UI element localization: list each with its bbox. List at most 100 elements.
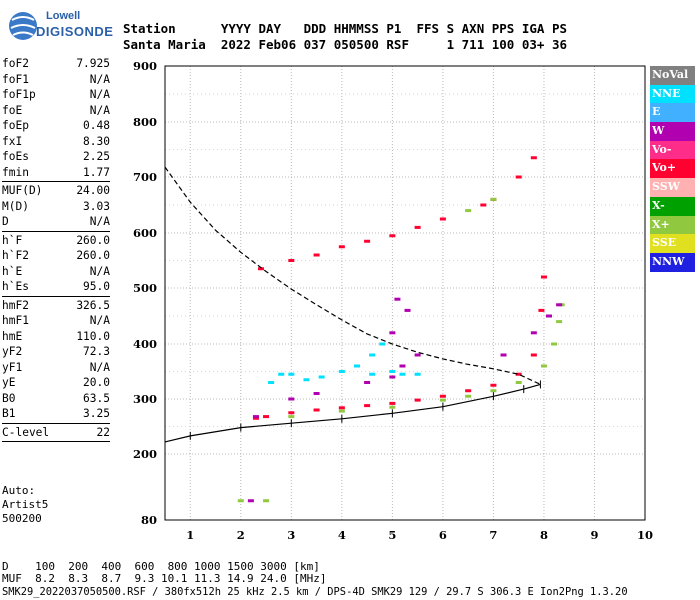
- param-row: hmF1 N/A: [2, 313, 110, 329]
- data-point-nne: [399, 372, 406, 376]
- footer-file-row: SMK29_2022037050500.RSF / 380fx512h 25 k…: [2, 586, 628, 598]
- data-point-nne: [288, 372, 295, 376]
- data-point-xplus: [551, 342, 558, 346]
- param-name: hmE: [2, 329, 23, 343]
- param-name: D: [2, 215, 9, 228]
- data-point-xplus: [389, 405, 396, 409]
- param-name: yF1: [2, 360, 23, 374]
- data-point-xplus: [515, 381, 522, 384]
- data-point-nne: [338, 370, 345, 373]
- param-value: 20.0: [83, 376, 110, 389]
- data-point-w: [546, 314, 552, 318]
- polarization-legend: NoVal NNE E W Vo- Vo+ SSW X- X+ SSE NNW: [650, 66, 695, 272]
- param-value: 260.0: [76, 249, 110, 262]
- param-name: B1: [2, 407, 16, 420]
- x-tick-label: 8: [540, 528, 548, 542]
- x-tick-label: 6: [439, 528, 447, 542]
- data-point-nne: [389, 370, 396, 373]
- data-point-xplus: [556, 320, 563, 324]
- param-row: M(D) 3.03: [2, 199, 110, 215]
- param-name: hmF1: [2, 314, 29, 327]
- param-value: 7.925: [76, 57, 110, 70]
- data-point-voplus: [480, 203, 487, 207]
- data-point-voplus: [538, 308, 545, 312]
- param-value: 260.0: [76, 233, 110, 247]
- param-row: h`E N/A: [2, 264, 110, 280]
- param-row: C-level 22: [2, 425, 110, 441]
- x-tick-label: 3: [287, 528, 295, 542]
- param-value: 110.0: [76, 329, 110, 343]
- y-tick-label: 600: [133, 226, 157, 240]
- data-point-voplus: [530, 156, 537, 160]
- param-value: N/A: [89, 103, 110, 117]
- data-point-xplus: [490, 197, 497, 201]
- legend-item-nnw: NNW: [650, 252, 695, 272]
- data-point-voplus: [414, 225, 421, 229]
- data-point-voplus: [465, 389, 472, 393]
- data-point-xplus: [540, 364, 547, 368]
- param-value: N/A: [89, 314, 110, 327]
- data-point-voplus: [288, 411, 295, 415]
- param-name: h`F2: [2, 249, 29, 262]
- param-name: h`F: [2, 233, 23, 247]
- data-point-nne: [369, 372, 376, 376]
- param-value: 3.03: [83, 199, 110, 213]
- data-point-nne: [414, 372, 421, 376]
- data-point-voplus: [540, 275, 547, 279]
- param-name: hmF2: [2, 298, 29, 312]
- param-name: M(D): [2, 199, 29, 213]
- param-row: MUF(D) 24.00: [2, 183, 110, 199]
- legend-item-vominus: Vo-: [650, 140, 695, 160]
- data-point-xplus: [237, 499, 244, 503]
- param-value: N/A: [89, 215, 110, 228]
- data-point-voplus: [364, 239, 371, 243]
- data-point-xplus: [338, 409, 345, 413]
- data-point-nne: [303, 378, 310, 382]
- auto-label: Auto:: [2, 484, 36, 497]
- footer-muf-row: MUF 8.2 8.3 8.7 9.3 10.1 11.3 14.9 24.0 …: [2, 572, 327, 585]
- profile-line: [164, 383, 541, 443]
- footer-distance-row: D 100 200 400 600 800 1000 1500 3000 [km…: [2, 560, 320, 573]
- legend-item-noval: NoVal: [650, 66, 695, 85]
- legend-item-e: E: [650, 103, 695, 123]
- x-tick-label: 7: [489, 528, 497, 542]
- x-tick-label: 5: [388, 528, 396, 542]
- data-point-xplus: [263, 499, 270, 503]
- data-point-w: [399, 364, 406, 368]
- param-row: yF1 N/A: [2, 360, 110, 376]
- data-point-voplus: [252, 416, 259, 420]
- x-tick-label: 4: [338, 528, 346, 542]
- param-value: 72.3: [83, 345, 110, 358]
- param-row: h`F2 260.0: [2, 248, 110, 264]
- data-point-w: [500, 353, 507, 357]
- auto-program: Artist5: [2, 498, 49, 511]
- legend-item-nne: NNE: [650, 84, 695, 104]
- legend-item-w: W: [650, 122, 695, 141]
- x-tick-label: 10: [637, 528, 653, 542]
- data-point-w: [404, 308, 411, 312]
- param-value: 2.25: [83, 150, 110, 163]
- legend-item-xminus: X-: [650, 196, 695, 216]
- param-name: C-level: [2, 425, 50, 439]
- data-point-w: [364, 381, 371, 384]
- params-divider: [2, 181, 110, 182]
- data-point-voplus: [389, 401, 396, 405]
- params-divider: [2, 230, 110, 232]
- y-tick-label: 200: [133, 447, 157, 461]
- globe-icon: [9, 12, 37, 40]
- param-value: N/A: [89, 88, 110, 101]
- param-row: D N/A: [2, 214, 110, 230]
- param-name: foF1p: [2, 88, 36, 101]
- param-row: hmF2 326.5: [2, 298, 110, 314]
- param-name: B0: [2, 391, 16, 405]
- data-point-w: [389, 375, 396, 379]
- data-point-xplus: [490, 389, 497, 393]
- x-tick-label: 1: [186, 528, 194, 542]
- param-row: foF2 7.925: [2, 56, 110, 72]
- y-tick-label: 800: [133, 115, 157, 129]
- params-divider: [2, 441, 110, 442]
- param-name: foEp: [2, 119, 29, 132]
- param-row: B1 3.25: [2, 406, 110, 422]
- data-point-nne: [278, 372, 285, 376]
